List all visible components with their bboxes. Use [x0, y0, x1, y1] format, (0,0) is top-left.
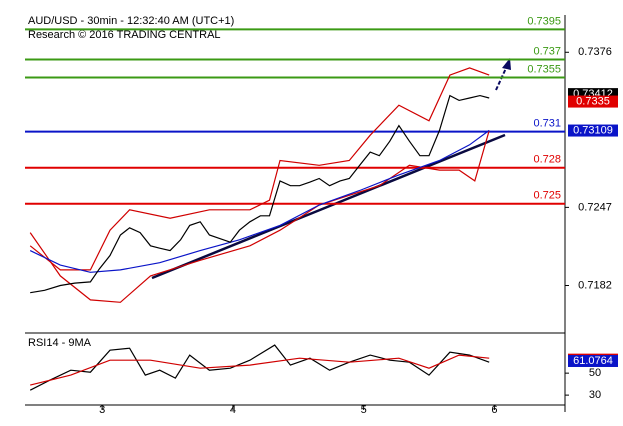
series-line: [30, 354, 490, 386]
level-label: 0.725: [533, 190, 561, 202]
y-tick-label: 0.7182: [578, 279, 612, 291]
arrow-head: [502, 58, 511, 70]
price-tag: [568, 95, 618, 108]
price-tag-label: 0.73109: [573, 124, 613, 136]
x-tick-label: 5: [361, 404, 367, 416]
x-tick-label: 3: [99, 404, 105, 416]
y-tick-label: 0.7376: [578, 46, 612, 58]
trend-line: [151, 133, 506, 280]
level-label: 0.731: [533, 118, 561, 130]
series-line: [30, 94, 490, 294]
level-label: 0.7355: [527, 63, 561, 75]
chart-subtitle: Research © 2016 TRADING CENTRAL: [28, 29, 221, 41]
x-tick-label: 6: [491, 404, 497, 416]
series-line: [29, 344, 490, 391]
y-tick-label: 50: [589, 367, 601, 379]
y-tick-label: 30: [589, 389, 601, 401]
level-label: 0.737: [533, 45, 561, 57]
price-tag-label: 0.7335: [576, 95, 610, 107]
y-tick-label: 0.7247: [578, 201, 612, 213]
x-tick-label: 4: [230, 404, 236, 416]
level-label: 0.7395: [527, 15, 561, 27]
series-line: [29, 130, 490, 303]
level-label: 0.728: [533, 154, 561, 166]
series-line: [29, 129, 490, 273]
price-tag-label: 61.0764: [573, 355, 613, 367]
series-line: [29, 67, 490, 271]
chart-title: AUD/USD - 30min - 12:32:40 AM (UTC+1): [28, 15, 234, 27]
price-tag: [568, 354, 618, 367]
panel-title: RSI14 - 9MA: [28, 337, 92, 349]
price-tag: [568, 124, 618, 137]
